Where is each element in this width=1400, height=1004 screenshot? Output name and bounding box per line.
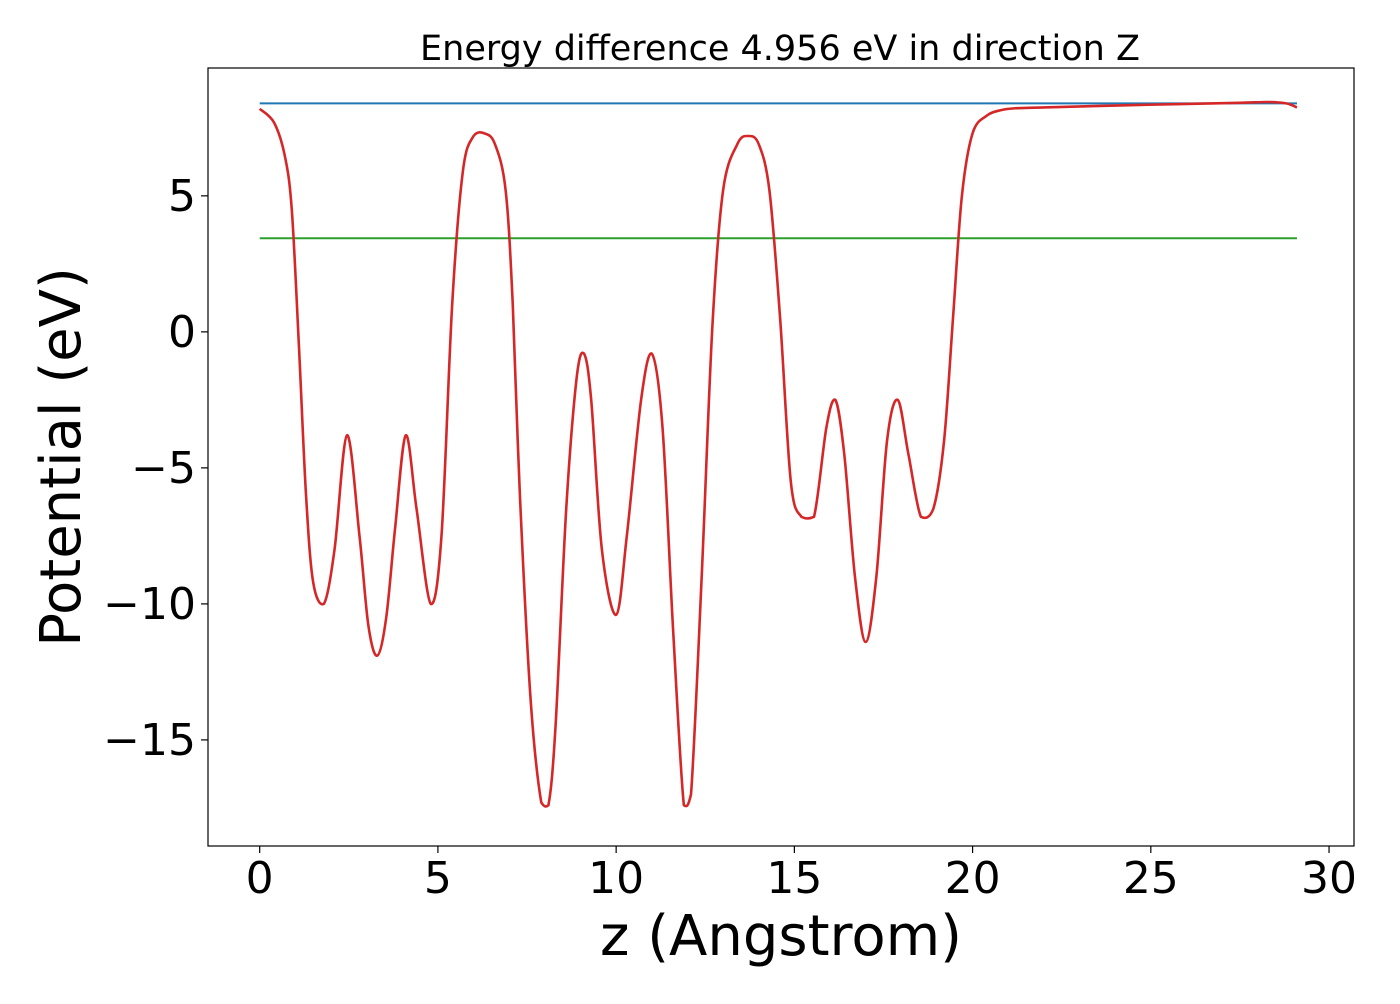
y-axis-label: Potential (eV)	[29, 267, 94, 647]
x-tick-label: 5	[424, 853, 452, 904]
y-tick-label: −5	[131, 443, 196, 494]
series-group	[258, 100, 1298, 808]
x-axis-ticks: 0 5 10 15 20 25 30	[246, 846, 1357, 904]
y-tick-label: 5	[168, 171, 196, 222]
plot-area-frame	[207, 67, 1355, 847]
series-line-3	[258, 100, 1298, 808]
x-tick-label: 15	[766, 853, 822, 904]
y-tick-label: 0	[168, 307, 196, 358]
x-tick-label: 20	[945, 853, 1001, 904]
x-tick-label: 30	[1301, 853, 1357, 904]
x-axis-label: z (Angstrom)	[600, 904, 962, 969]
x-tick-label: 10	[588, 853, 644, 904]
x-tick-label: 25	[1123, 853, 1179, 904]
y-tick-label: −10	[103, 579, 196, 630]
x-tick-label: 0	[246, 853, 274, 904]
chart-title: Energy difference 4.956 eV in direction …	[420, 29, 1140, 69]
y-tick-label: −15	[103, 715, 196, 766]
y-axis-ticks: −15 −10 −5 0 5	[103, 171, 208, 766]
